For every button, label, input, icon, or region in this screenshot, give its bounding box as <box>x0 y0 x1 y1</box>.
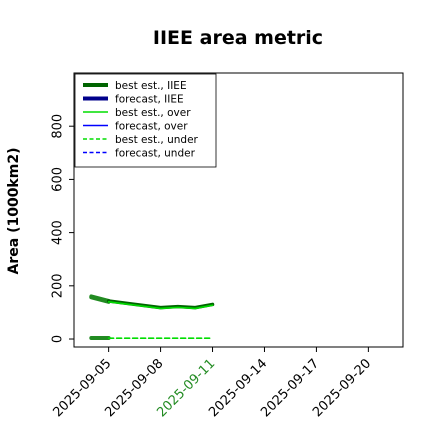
plot-layer <box>89 294 215 340</box>
legend-label-0: best est., IIEE <box>115 80 187 92</box>
y-axis-label: Area (1000km2) <box>6 148 22 275</box>
legend-box <box>74 73 217 168</box>
legend-label-5: forecast, under <box>115 148 196 160</box>
legend-label-1: forecast, IIEE <box>115 94 184 106</box>
legend-label-4: best est., under <box>115 134 199 146</box>
series-line-2 <box>107 300 214 310</box>
y-tick-label: 800 <box>51 114 66 139</box>
y-tick-label: 200 <box>51 273 66 298</box>
hindcast-line-1 <box>89 295 111 304</box>
y-tick-label: 0 <box>51 335 66 343</box>
legend-label-3: forecast, over <box>115 121 188 133</box>
y-tick-label: 600 <box>51 167 66 192</box>
plot-frame <box>73 72 404 348</box>
y-tick-label: 400 <box>51 220 66 245</box>
chart-title: IIEE area metric <box>153 27 323 49</box>
legend-label-2: best est., over <box>115 107 191 119</box>
